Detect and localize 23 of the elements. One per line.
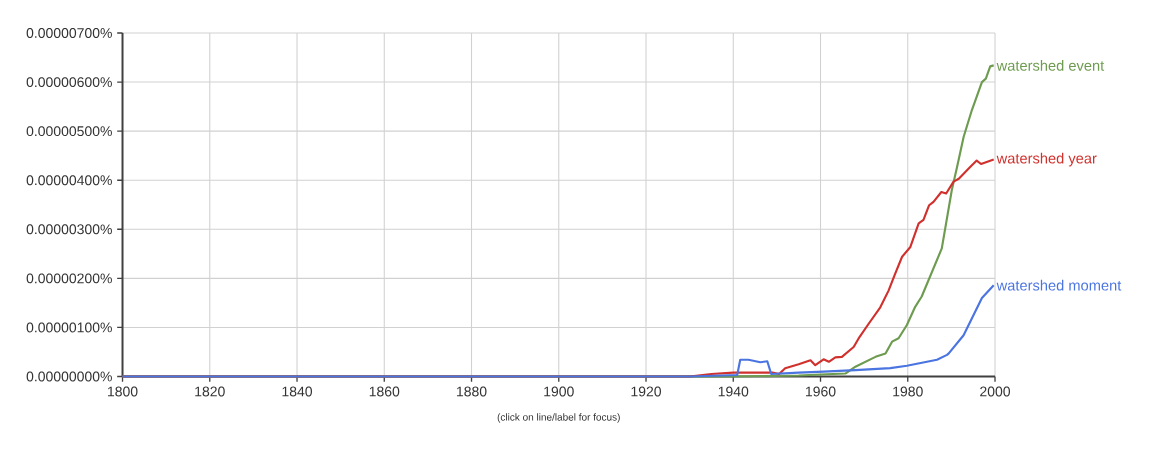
series-label: watershed year: [996, 152, 1097, 167]
x-tick-label: 1880: [457, 386, 487, 397]
y-tick-label: 0.00000000%: [26, 371, 112, 382]
y-tick-label: 0.00000500%: [26, 126, 112, 137]
x-tick-label: 1940: [718, 386, 749, 397]
y-tick-label: 0.00000200%: [26, 273, 112, 284]
x-tick-label: 1840: [282, 386, 313, 397]
x-tick-label: 1920: [631, 386, 662, 397]
series-label: watershed moment: [996, 279, 1122, 291]
y-tick-label: 0.00000300%: [26, 224, 112, 235]
y-tick-label: 0.00000600%: [26, 77, 112, 88]
y-tick-label: 0.00000700%: [26, 28, 112, 38]
x-tick-label: 1820: [195, 386, 225, 397]
x-tick-label: 1980: [893, 386, 923, 397]
y-tick-label: 0.00000400%: [26, 175, 112, 186]
y-tick-label: 0.00000100%: [26, 322, 112, 333]
x-tick-label: 2000: [980, 386, 1011, 397]
x-tick-label: 1900: [544, 386, 574, 397]
x-tick-label: 1960: [806, 386, 836, 397]
series-label: watershed event: [996, 60, 1105, 71]
text: (click on line/label for focus): [497, 413, 620, 423]
x-tick-label: 1860: [369, 386, 400, 397]
x-tick-label: 1800: [108, 386, 138, 397]
